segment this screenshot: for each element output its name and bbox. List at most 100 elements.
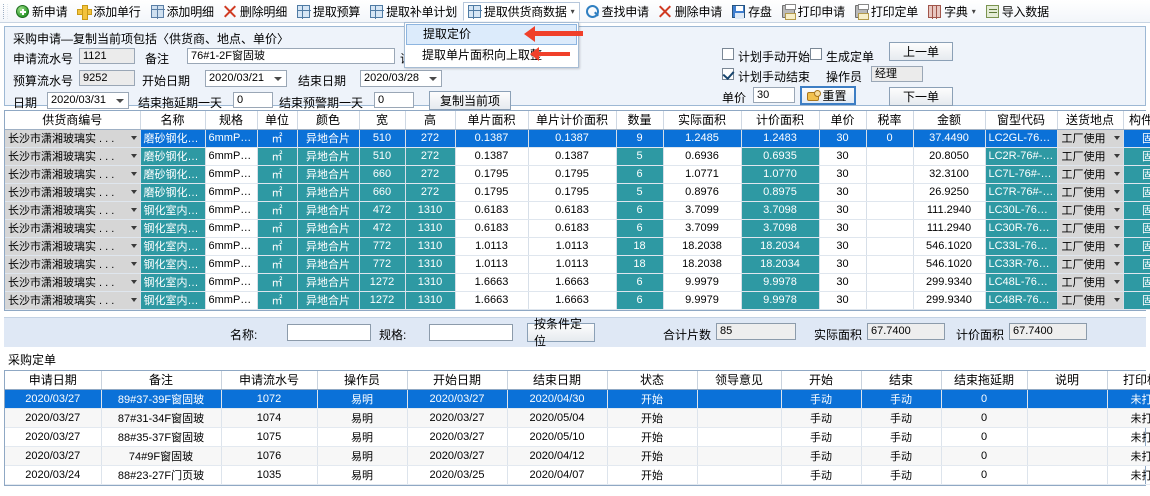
cell-supplier-combo[interactable]: 长沙市潇湘玻璃实 . . .	[5, 147, 141, 166]
toolbar-button-print-order[interactable]: 打印定单	[851, 2, 922, 21]
table-row[interactable]: 长沙市潇湘玻璃实 . . . 磨砂钢化 . . .6mmPLE. . .㎡异地合片…	[5, 147, 1150, 166]
col-header-height[interactable]: 高	[405, 111, 456, 130]
cell-delivery-combo[interactable]: 工厂使用	[1057, 255, 1124, 274]
col-header-window-code[interactable]: 窗型代码	[985, 111, 1058, 130]
col-header-delivery[interactable]: 送货地点	[1057, 111, 1124, 130]
chevron-down-icon[interactable]	[1113, 261, 1120, 266]
col-header-supplier[interactable]: 供货商编号	[5, 111, 141, 130]
chevron-down-icon[interactable]: ▾	[971, 6, 976, 16]
cell-delivery-combo[interactable]: 工厂使用	[1057, 219, 1124, 238]
end-delay-input[interactable]: 0	[233, 92, 273, 108]
chevron-down-icon[interactable]	[130, 189, 137, 194]
table-row[interactable]: 2020/03/27 87#31-34F窗固玻 1074 易明 2020/03/27 20…	[5, 408, 1150, 428]
cell-delivery-combo[interactable]: 工厂使用	[1057, 129, 1124, 148]
order-col-begin[interactable]: 开始	[781, 370, 862, 390]
order-col-operator[interactable]: 操作员	[317, 370, 408, 390]
cell-supplier-combo[interactable]: 长沙市潇湘玻璃实 . . .	[5, 237, 141, 256]
toolbar-button-search-request[interactable]: 查找申请	[582, 2, 653, 21]
next-order-button[interactable]: 下一单	[889, 87, 953, 106]
table-row[interactable]: 长沙市潇湘玻璃实 . . . 钢化室内 . . .6mmPLE. . .㎡异地合片…	[5, 273, 1150, 292]
toolbar-button-extract-supplement-plan[interactable]: 提取补单计划	[366, 2, 461, 21]
cell-delivery-combo[interactable]: 工厂使用	[1057, 147, 1124, 166]
cell-delivery-combo[interactable]: 工厂使用	[1057, 183, 1124, 202]
chevron-down-icon[interactable]	[130, 135, 137, 140]
chevron-down-icon[interactable]	[1113, 297, 1120, 302]
toolbar-button-add-detail[interactable]: 添加明细	[147, 2, 218, 21]
chevron-down-icon[interactable]	[1113, 135, 1120, 140]
order-col-delay[interactable]: 结束拖延期	[941, 370, 1028, 390]
cell-supplier-combo[interactable]: 长沙市潇湘玻璃实 . . .	[5, 291, 141, 310]
toolbar-grip[interactable]	[3, 3, 8, 19]
reset-button[interactable]: 重置	[800, 86, 856, 105]
toolbar-button-new-request[interactable]: 新申请	[12, 2, 71, 21]
chevron-down-icon[interactable]	[1113, 243, 1120, 248]
cell-delivery-combo[interactable]: 工厂使用	[1057, 237, 1124, 256]
chevron-down-icon[interactable]	[1113, 153, 1120, 158]
cell-supplier-combo[interactable]: 长沙市潇湘玻璃实 . . .	[5, 219, 141, 238]
chevron-down-icon[interactable]	[130, 297, 137, 302]
chevron-down-icon[interactable]	[130, 243, 137, 248]
table-row[interactable]: 长沙市潇湘玻璃实 . . . 磨砂钢化 . . .6mmPLE. . .㎡异地合片…	[5, 129, 1150, 148]
end-warn-input[interactable]: 0	[374, 92, 414, 108]
toolbar-button-save[interactable]: 存盘	[728, 2, 776, 21]
chevron-down-icon[interactable]	[1113, 279, 1120, 284]
col-header-piece-price-area[interactable]: 单片计价面积	[528, 111, 617, 130]
chevron-down-icon[interactable]	[1113, 189, 1120, 194]
cell-delivery-combo[interactable]: 工厂使用	[1057, 201, 1124, 220]
table-row[interactable]: 2020/03/27 89#37-39F窗固玻 1072 易明 2020/03/27 20…	[5, 389, 1150, 409]
table-row[interactable]: 长沙市潇湘玻璃实 . . . 钢化室内 . . .6mmPLE. . .㎡异地合片…	[5, 255, 1150, 274]
order-col-apply-date[interactable]: 申请日期	[5, 370, 102, 390]
serial-input[interactable]: 1121	[79, 48, 135, 64]
prev-order-button[interactable]: 上一单	[889, 42, 953, 61]
cell-supplier-combo[interactable]: 长沙市潇湘玻璃实 . . .	[5, 273, 141, 292]
chevron-down-icon[interactable]	[130, 153, 137, 158]
toolbar-button-add-row[interactable]: 添加单行	[73, 2, 144, 21]
chevron-down-icon[interactable]	[130, 171, 137, 176]
cell-supplier-combo[interactable]: 长沙市潇湘玻璃实 . . .	[5, 129, 141, 148]
order-col-end[interactable]: 结束	[861, 370, 942, 390]
end-date-picker[interactable]: 2020/03/28	[360, 70, 442, 87]
table-row[interactable]: 长沙市潇湘玻璃实 . . . 钢化室内 . . .6mmPLE. . .㎡异地合片…	[5, 237, 1150, 256]
order-col-remark[interactable]: 备注	[101, 370, 222, 390]
table-row[interactable]: 长沙市潇湘玻璃实 . . . 钢化室内 . . .6mmPLE. . .㎡异地合片…	[5, 219, 1150, 238]
col-header-name[interactable]: 名称	[140, 111, 206, 130]
col-header-width[interactable]: 宽	[359, 111, 406, 130]
chevron-down-icon[interactable]	[1113, 225, 1120, 230]
toolbar-button-delete-detail[interactable]: 删除明细	[220, 2, 291, 21]
order-col-serial[interactable]: 申请流水号	[221, 370, 318, 390]
chevron-down-icon[interactable]	[130, 207, 137, 212]
chevron-down-icon[interactable]: ▾	[570, 6, 575, 16]
cell-supplier-combo[interactable]: 长沙市潇湘玻璃实 . . .	[5, 183, 141, 202]
order-col-note[interactable]: 说明	[1027, 370, 1108, 390]
toolbar-button-dictionary[interactable]: 字典 ▾	[924, 2, 980, 21]
cell-delivery-combo[interactable]: 工厂使用	[1057, 273, 1124, 292]
unit-price-input[interactable]: 30	[753, 87, 795, 103]
col-header-amount[interactable]: 金额	[913, 111, 986, 130]
plan-manual-start-checkbox[interactable]	[722, 48, 734, 60]
order-col-end-date[interactable]: 结束日期	[507, 370, 608, 390]
table-row[interactable]: 长沙市潇湘玻璃实 . . . 钢化室内 . . .6mmPLE. . .㎡异地合片…	[5, 291, 1150, 310]
col-header-tax[interactable]: 税率	[866, 111, 914, 130]
toolbar-button-print-request[interactable]: 打印申请	[778, 2, 849, 21]
remark-input[interactable]: 76#1-2F窗固玻	[187, 48, 395, 64]
order-col-status[interactable]: 状态	[607, 370, 698, 390]
col-header-price-area[interactable]: 计价面积	[741, 111, 820, 130]
cell-delivery-combo[interactable]: 工厂使用	[1057, 165, 1124, 184]
toolbar-button-extract-supplier-data[interactable]: 提取供货商数据 ▾	[463, 1, 580, 21]
cell-supplier-combo[interactable]: 长沙市潇湘玻璃实 . . .	[5, 201, 141, 220]
cell-delivery-combo[interactable]: 工厂使用	[1057, 291, 1124, 310]
plan-manual-end-checkbox[interactable]	[722, 68, 734, 80]
col-header-unit[interactable]: 单位	[257, 111, 298, 130]
col-header-color[interactable]: 颜色	[297, 111, 360, 130]
col-header-unit-price[interactable]: 单价	[819, 111, 867, 130]
cell-supplier-combo[interactable]: 长沙市潇湘玻璃实 . . .	[5, 165, 141, 184]
generate-order-checkbox[interactable]	[810, 48, 822, 60]
table-row[interactable]: 长沙市潇湘玻璃实 . . . 磨砂钢化 . . .6mmPLE. . .㎡异地合片…	[5, 165, 1150, 184]
toolbar-button-delete-request[interactable]: 删除申请	[655, 2, 726, 21]
start-date-picker[interactable]: 2020/03/21	[205, 70, 287, 87]
locate-by-condition-button[interactable]: 按条件定位	[527, 317, 595, 348]
toolbar-button-extract-budget[interactable]: 提取预算	[293, 2, 364, 21]
chevron-down-icon[interactable]	[1113, 207, 1120, 212]
chevron-down-icon[interactable]	[130, 225, 137, 230]
filter-name-input[interactable]	[287, 323, 371, 341]
